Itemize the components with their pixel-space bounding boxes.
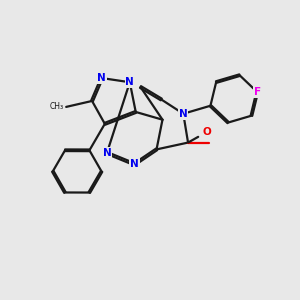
Text: F: F [254, 87, 261, 97]
Text: CH₃: CH₃ [50, 102, 64, 111]
Text: N: N [179, 109, 188, 119]
Text: O: O [202, 127, 211, 137]
Text: N: N [125, 77, 134, 87]
Text: N: N [130, 159, 139, 169]
Text: N: N [103, 148, 111, 158]
Text: N: N [98, 73, 106, 83]
